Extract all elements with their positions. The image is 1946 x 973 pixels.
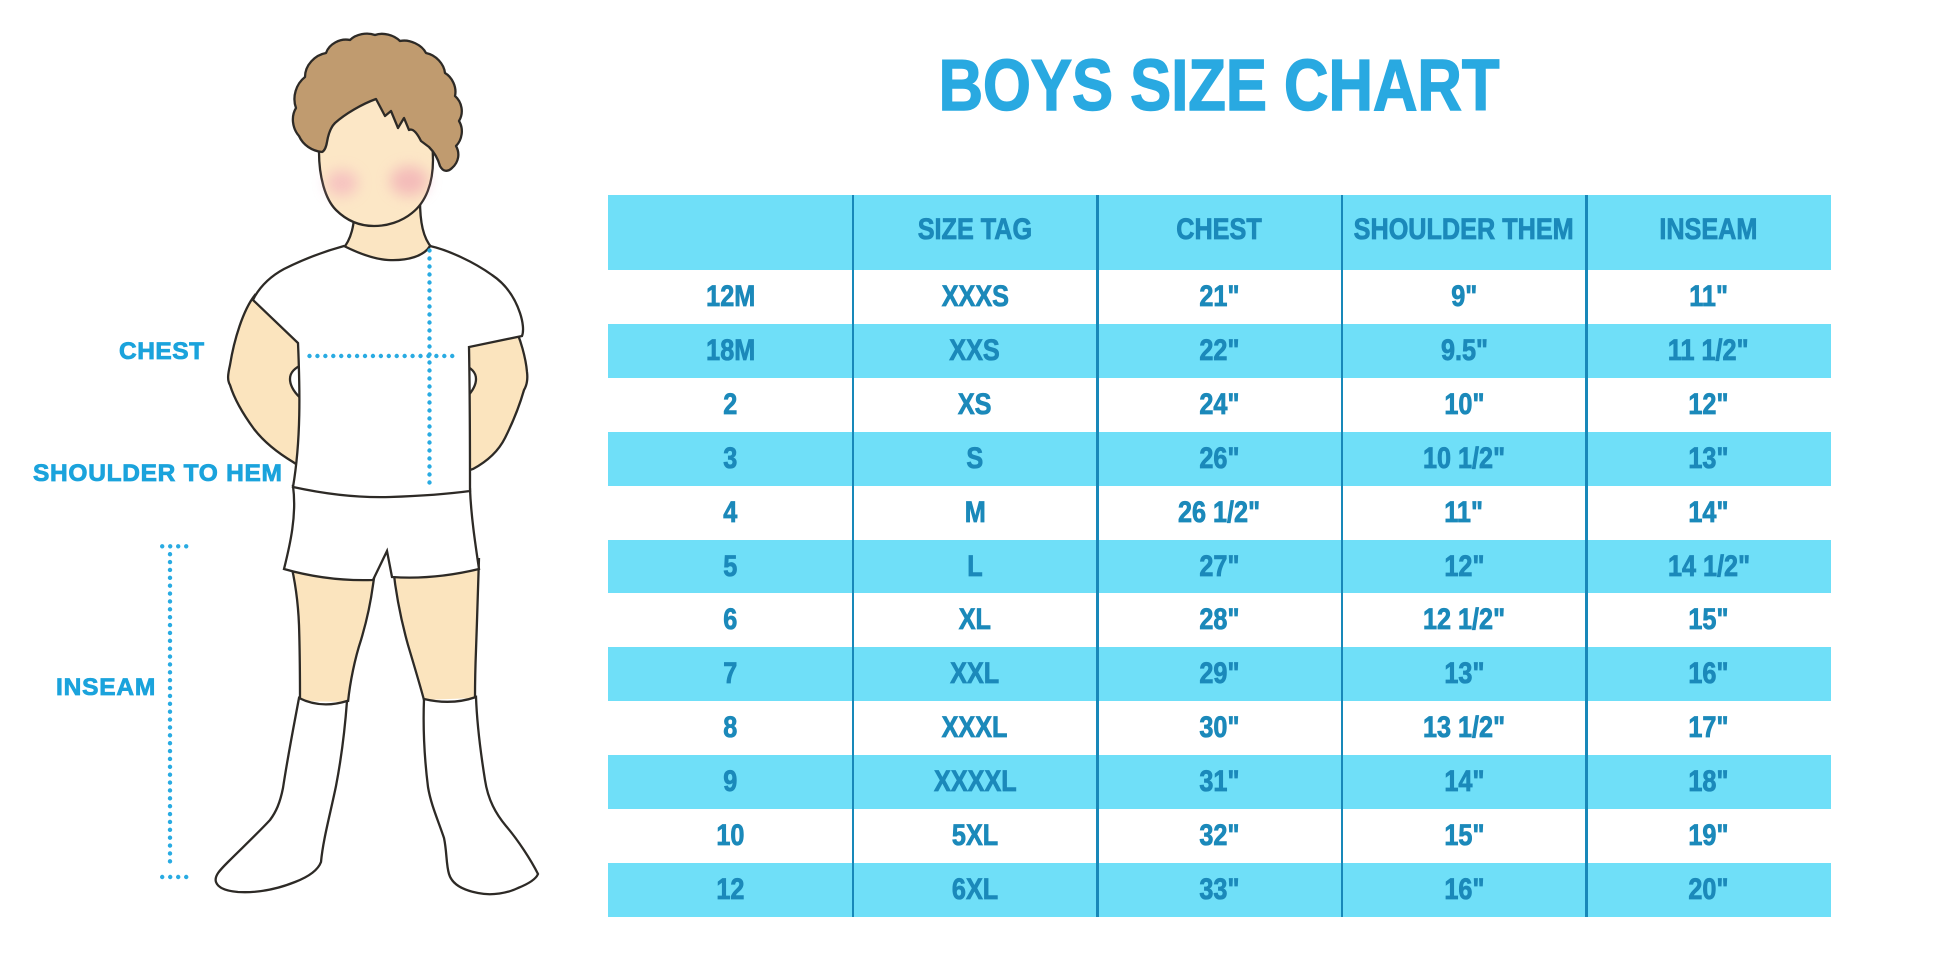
- svg-text:SHOULDER TO HEM: SHOULDER TO HEM: [33, 460, 283, 487]
- svg-text:CHEST: CHEST: [119, 338, 205, 365]
- svg-text:INSEAM: INSEAM: [56, 674, 156, 701]
